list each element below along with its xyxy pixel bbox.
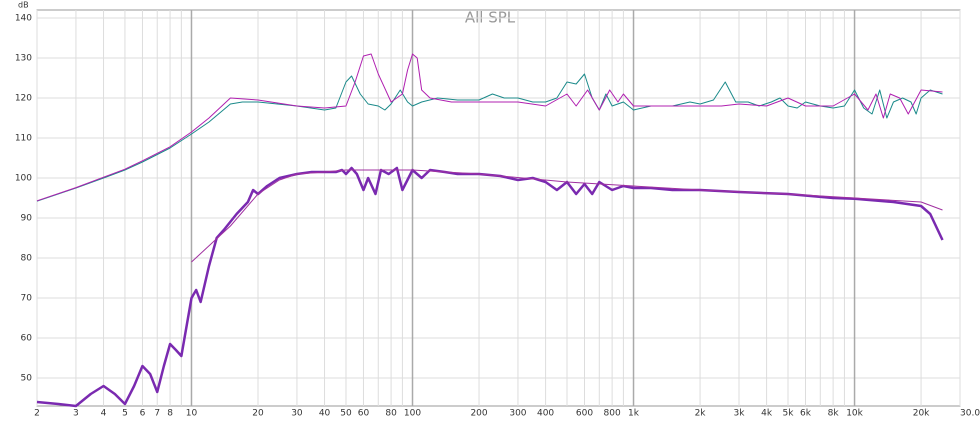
x-tick-label: 40 [319, 409, 331, 419]
y-tick-label: 100 [15, 174, 32, 184]
x-tick-label: 3k [734, 409, 746, 419]
x-tick-label: 100 [404, 409, 421, 419]
y-tick-label: 110 [15, 134, 32, 144]
x-tick-label: 30.0k Hz [960, 409, 980, 419]
x-tick-label: 8k [828, 409, 840, 419]
x-tick-label: 1k [628, 409, 640, 419]
y-axis-label: dB [18, 1, 29, 10]
x-tick-label: 400 [537, 409, 554, 419]
x-tick-label: 60 [358, 409, 370, 419]
x-tick-label: 8 [167, 409, 173, 419]
x-tick-label: 300 [509, 409, 526, 419]
x-tick-label: 3 [73, 409, 79, 419]
y-tick-label: 80 [21, 254, 33, 264]
x-tick-label: 30 [291, 409, 303, 419]
series-line [36, 166, 944, 408]
x-tick-label: 20k [913, 409, 930, 419]
x-tick-label: 800 [604, 409, 621, 419]
y-tick-label: 130 [15, 54, 32, 64]
x-tick-label: 10k [846, 409, 863, 419]
x-tick-label: 80 [385, 409, 397, 419]
x-tick-label: 6 [140, 409, 146, 419]
series-line [191, 169, 943, 263]
y-tick-label: 120 [15, 94, 32, 104]
x-tick-label: 600 [576, 409, 593, 419]
y-tick-label: 60 [21, 334, 33, 344]
y-tick-label: 90 [21, 214, 33, 224]
x-tick-label: 2 [34, 409, 40, 419]
x-tick-label: 50 [340, 409, 352, 419]
x-tick-label: 6k [800, 409, 812, 419]
x-tick-label: 5 [122, 409, 128, 419]
x-tick-label: 20 [252, 409, 264, 419]
y-tick-label: 70 [21, 294, 33, 304]
y-tick-label: 140 [15, 14, 32, 24]
x-tick-label: 7 [154, 409, 160, 419]
x-tick-label: 10 [186, 409, 198, 419]
x-tick-label: 4 [101, 409, 107, 419]
series-line [36, 53, 943, 202]
x-tick-label: 5k [783, 409, 795, 419]
x-tick-label: 4k [761, 409, 773, 419]
x-tick-label: 2k [695, 409, 707, 419]
y-tick-label: 50 [21, 374, 33, 384]
x-tick-label: 200 [470, 409, 487, 419]
plot-frame [36, 9, 961, 407]
series-line [36, 73, 943, 202]
